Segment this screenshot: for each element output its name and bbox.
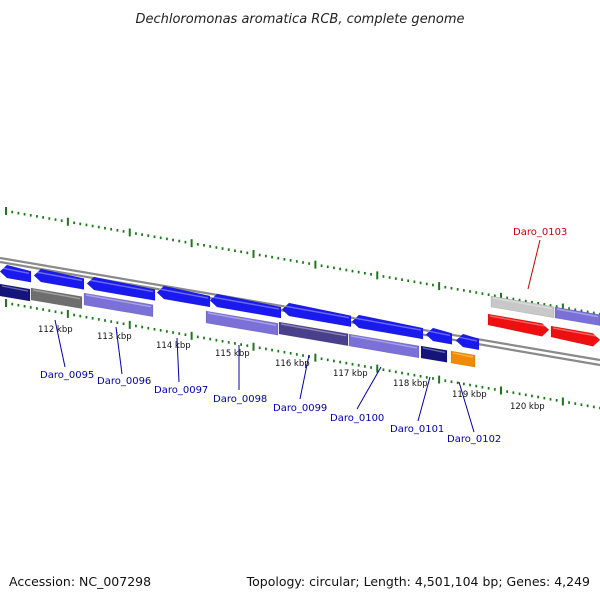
- gene-arrow-fwd-7-highlight: [353, 317, 422, 331]
- gene-arrow-rev-4-highlight: [207, 312, 277, 326]
- gene-arrow-rev-1-highlight: [1, 285, 29, 292]
- leader-line-daro_0100: [356, 366, 382, 410]
- tick-label-114: 114 kbp: [156, 341, 191, 351]
- gene-arrow-fwd-2: [33, 268, 85, 290]
- gene-arrow-rev-5: [278, 321, 349, 347]
- tick-label-116: 116 kbp: [275, 359, 310, 369]
- tick-label-119: 119 kbp: [452, 390, 487, 400]
- gene-label-daro_0099[interactable]: Daro_0099: [273, 403, 327, 414]
- leader-line-daro_0096: [115, 326, 123, 375]
- gene-arrow-fwd-10-highlight: [492, 297, 553, 310]
- gene-label-daro_0097[interactable]: Daro_0097: [154, 385, 208, 396]
- ruler-tick-labels: 112 kbp 113 kbp 114 kbp 115 kbp 116 kbp 117 k…: [38, 325, 545, 412]
- gene-label-daro_0101[interactable]: Daro_0101: [390, 424, 444, 435]
- gene-arrow-rev-7: [420, 345, 448, 363]
- gene-arrow-rev-2-highlight: [32, 289, 81, 300]
- tick-label-112: 112 kbp: [38, 325, 73, 335]
- gene-arrow-rev-9: [487, 313, 550, 337]
- gene-label-daro_0095[interactable]: Daro_0095: [40, 370, 94, 381]
- gene-arrow-rev-8-highlight: [452, 352, 474, 358]
- leader-line-daro_0097: [176, 337, 180, 383]
- tick-label-113: 113 kbp: [97, 332, 132, 342]
- gene-arrow-rev-5-highlight: [280, 323, 347, 337]
- gene-arrow-fwd-8-highlight: [427, 330, 451, 337]
- map-title: Dechloromonas aromatica RCB, complete ge…: [135, 12, 464, 27]
- gene-label-daro_0102[interactable]: Daro_0102: [447, 434, 501, 445]
- gene-arrow-rev-3: [83, 292, 154, 318]
- gene-arrow-fwd-3: [86, 276, 156, 301]
- gene-arrow-rev-8: [450, 350, 476, 368]
- gene-arrow-rev-4: [205, 310, 279, 336]
- leader-line-daro_0102: [458, 381, 475, 433]
- gene-arrow-fwd-4: [156, 285, 211, 308]
- gene-arrow-rev-7-highlight: [422, 347, 446, 354]
- gene-arrow-fwd-5: [209, 293, 282, 319]
- gene-arrow-fwd-1-highlight: [1, 267, 30, 274]
- gene-track: [0, 264, 600, 368]
- gene-arrow-fwd-11-highlight: [556, 308, 599, 318]
- gene-arrow-fwd-9-highlight: [457, 336, 478, 342]
- leader-line-daro_0101: [417, 376, 431, 422]
- gene-arrow-fwd-6-highlight: [283, 305, 350, 319]
- gene-arrow-fwd-2-highlight: [35, 271, 83, 282]
- gene-arrow-fwd-8: [425, 327, 453, 345]
- tick-label-118: 118 kbp: [393, 379, 428, 389]
- gene-arrow-rev-6: [348, 333, 420, 359]
- gene-arrow-fwd-9: [455, 333, 480, 351]
- inner-tick-ring: [5, 299, 600, 410]
- gene-arrow-fwd-3-highlight: [88, 279, 154, 293]
- gene-label-daro_0103[interactable]: Daro_0103: [513, 227, 567, 238]
- genome-summary-text: Topology: circular; Length: 4,501,104 bp…: [246, 574, 590, 589]
- leader-line-daro_0099: [299, 354, 310, 400]
- gene-arrow-rev-6-highlight: [350, 335, 418, 349]
- accession-text: Accession: NC_007298: [9, 574, 151, 589]
- gene-arrow-fwd-11: [554, 306, 600, 326]
- gene-label-daro_0096[interactable]: Daro_0096: [97, 376, 151, 387]
- tick-label-120: 120 kbp: [510, 402, 545, 412]
- gene-arrow-rev-3-highlight: [85, 294, 152, 308]
- gene-arrow-fwd-5-highlight: [211, 296, 280, 310]
- gene-label-daro_0100[interactable]: Daro_0100: [330, 413, 384, 424]
- gene-label-daro_0098[interactable]: Daro_0098: [213, 394, 267, 405]
- gene-arrow-rev-1: [0, 283, 31, 302]
- gene-arrow-rev-2: [30, 287, 83, 310]
- gene-arrow-fwd-10: [490, 295, 555, 319]
- gene-arrow-fwd-7: [351, 314, 424, 340]
- leader-line-daro_0103: [527, 239, 541, 290]
- outer-tick-ring: [5, 207, 600, 316]
- gene-arrow-fwd-6: [281, 302, 352, 328]
- tick-label-117: 117 kbp: [333, 369, 368, 379]
- gene-arrow-fwd-4-highlight: [158, 288, 209, 299]
- gene-arrow-rev-9-highlight: [489, 315, 548, 328]
- tick-label-115: 115 kbp: [215, 349, 250, 359]
- gene-arrow-fwd-1: [0, 264, 32, 283]
- gene-arrow-rev-10-highlight: [552, 327, 599, 338]
- gene-arrow-rev-10: [550, 325, 600, 347]
- leader-line-daro_0095: [54, 319, 66, 368]
